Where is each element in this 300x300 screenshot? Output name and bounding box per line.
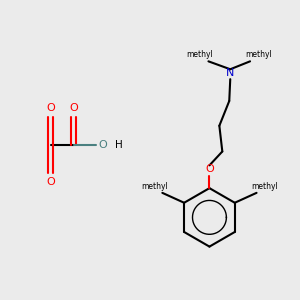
Text: N: N xyxy=(226,68,234,78)
Text: O: O xyxy=(205,164,214,174)
Text: O: O xyxy=(98,140,107,150)
Text: O: O xyxy=(69,103,78,113)
Text: methyl: methyl xyxy=(251,182,278,191)
Text: H: H xyxy=(116,140,123,150)
Text: O: O xyxy=(46,177,55,187)
Text: methyl: methyl xyxy=(141,182,168,191)
Text: O: O xyxy=(46,103,55,113)
Text: methyl: methyl xyxy=(245,50,272,59)
Text: methyl: methyl xyxy=(187,50,213,59)
